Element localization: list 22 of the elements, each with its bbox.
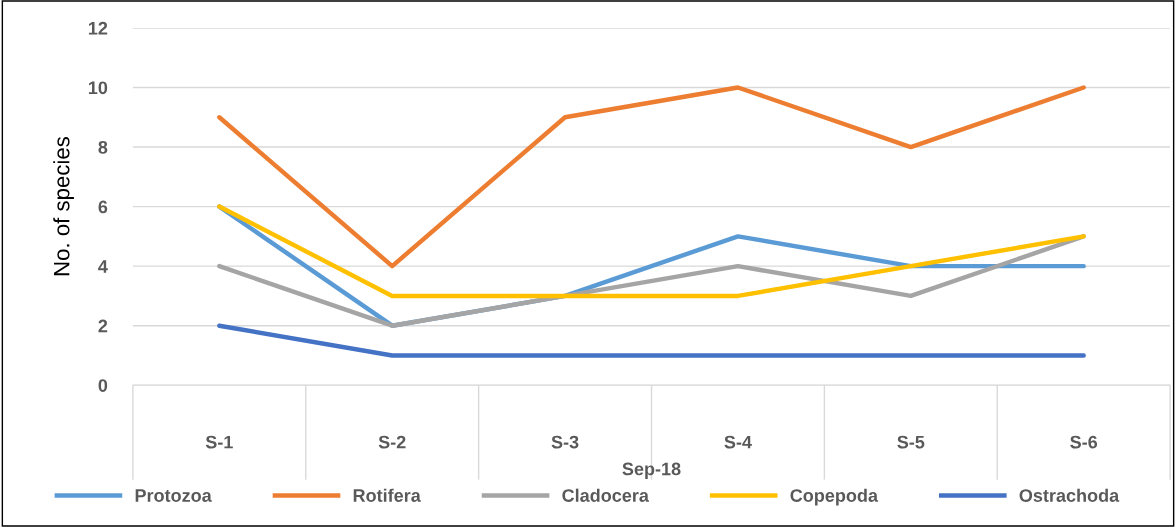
y-tick-label: 4 [98,260,108,273]
legend-label: Rotifera [353,488,421,502]
legend-label: Copepoda [790,488,879,506]
line-series [217,204,1086,299]
y-tick-label: 12 [88,21,108,35]
y-axis-title: No. of species [53,136,74,276]
y-tick-label: 6 [98,200,108,214]
legend-label: Protozoa [135,489,212,502]
x-axis-title: Sep-18 [622,462,681,479]
x-tick-label: S-6 [1070,435,1098,449]
x-tick-label: S-4 [724,435,752,449]
x-tick-label: S-5 [897,435,925,449]
x-tick-label: S-3 [551,435,579,449]
x-tick-label: S-1 [205,435,233,449]
y-tick-label: 10 [88,81,108,95]
y-tick-label: 0 [98,379,108,392]
x-tick-label: S-2 [378,435,406,449]
y-tick-label: 8 [98,140,108,154]
line-series [217,85,1086,269]
legend-label: Cladocera [562,488,650,502]
y-tick-label: 2 [98,319,108,333]
legend-label: Ostrachoda [1019,488,1120,502]
